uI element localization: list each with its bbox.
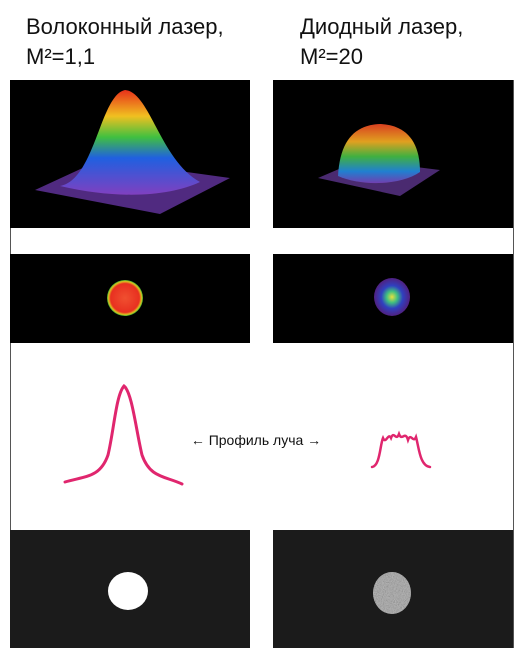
page: Волоконный лазер, M²=1,1 Диодный лазер, …: [0, 0, 521, 648]
beam-image: [108, 572, 148, 610]
column-title: Волоконный лазер,: [26, 14, 224, 39]
beam-spot: [107, 280, 143, 316]
figure: Волоконный лазер, M²=1,1 Диодный лазер, …: [0, 0, 521, 648]
column-subtitle: M²=1,1: [26, 44, 95, 69]
column-title: Диодный лазер,: [300, 14, 463, 39]
beam-profile: [65, 386, 182, 484]
column-subtitle: M²=20: [300, 44, 363, 69]
beam-profile: [372, 434, 430, 467]
beam-spot: [374, 278, 410, 316]
beam-image: [373, 572, 411, 614]
profile-label: ← Профиль луча →: [191, 432, 321, 448]
